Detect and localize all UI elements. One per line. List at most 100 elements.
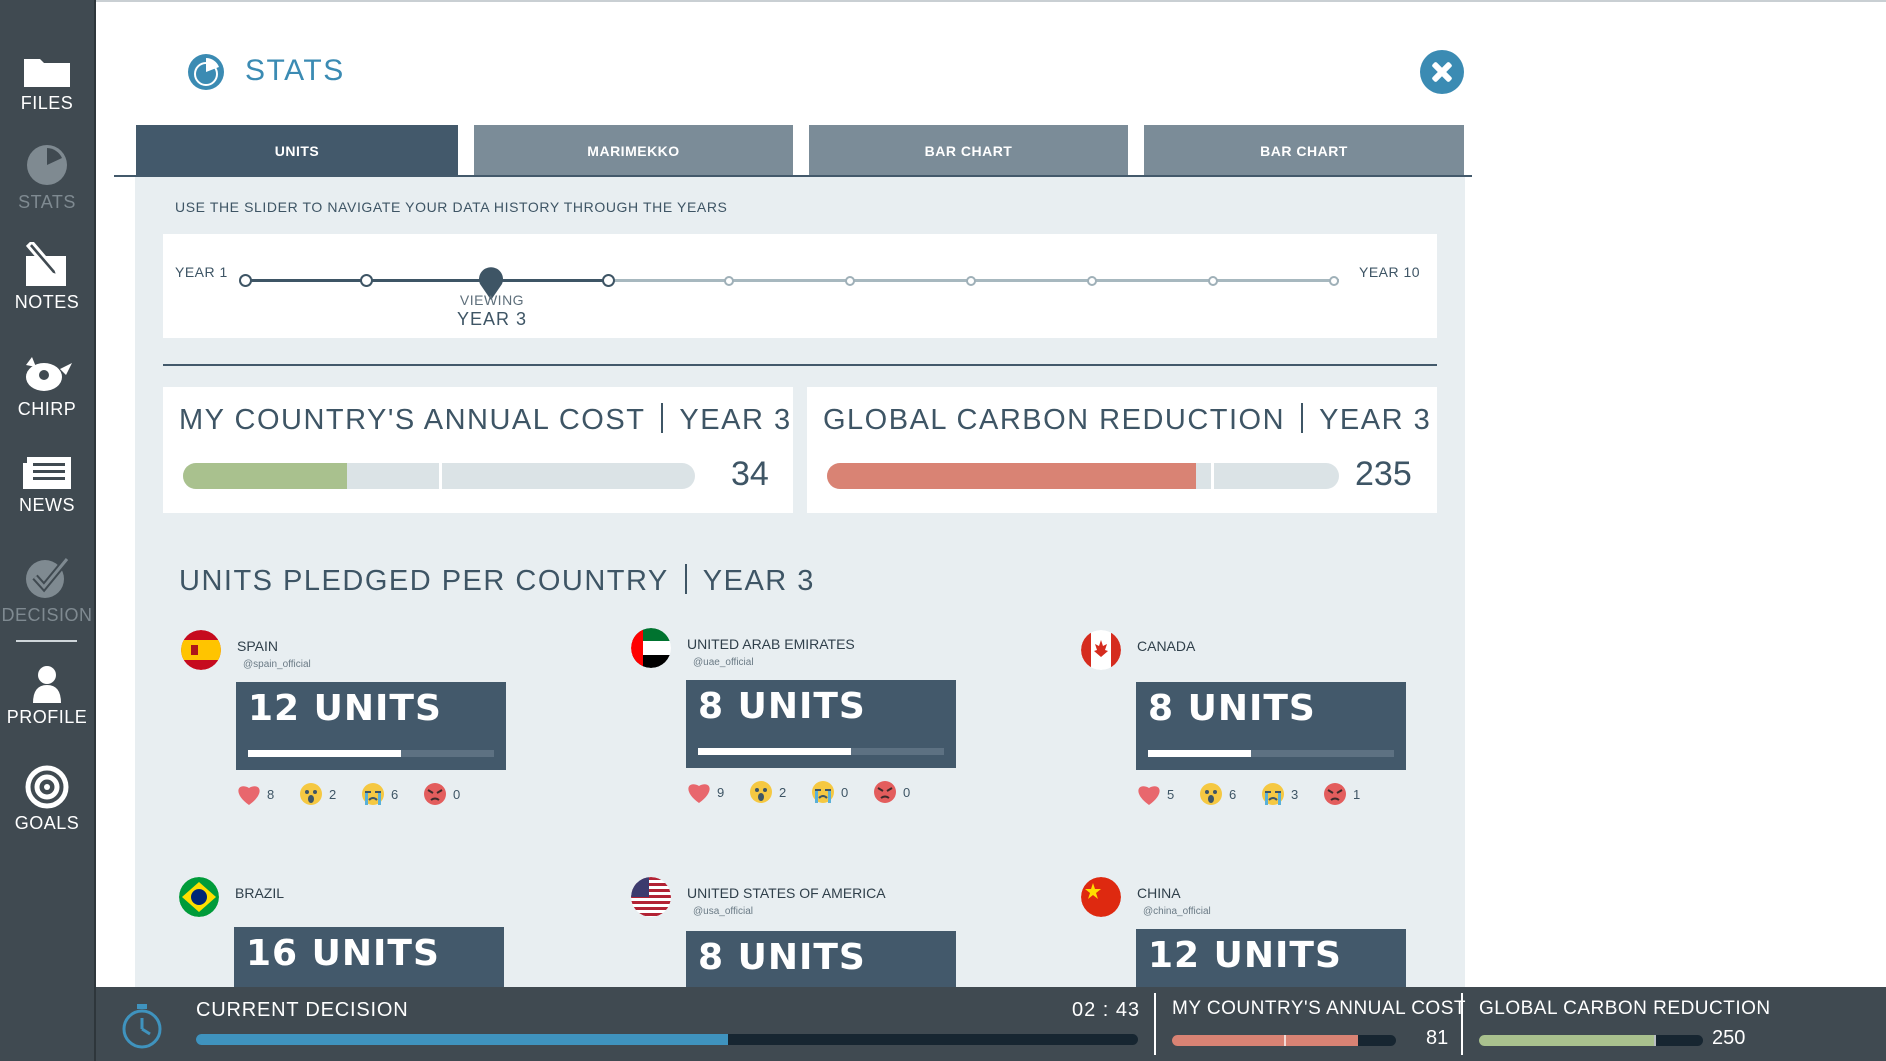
newspaper-icon bbox=[23, 457, 71, 489]
annual-cost-bar-fill bbox=[183, 463, 347, 489]
pencil-note-icon bbox=[25, 242, 66, 286]
units-progress-fill bbox=[1148, 750, 1252, 757]
decision-timer: 02 : 43 bbox=[1072, 999, 1141, 1021]
reaction-count: 8 bbox=[267, 786, 275, 802]
units-progress-bar bbox=[248, 750, 494, 757]
top-border bbox=[96, 0, 1886, 2]
angry-face-icon bbox=[424, 783, 446, 805]
units-progress-bar bbox=[1148, 750, 1394, 757]
annual-cost-bar-marker bbox=[439, 463, 442, 489]
bottom-annual-cost-label: MY COUNTRY'S ANNUAL COST bbox=[1172, 998, 1466, 1019]
units-box: 8 UNITS bbox=[686, 680, 956, 768]
reaction-love[interactable]: 8 bbox=[236, 782, 274, 806]
sidebar-item-label: NEWS bbox=[19, 495, 75, 515]
tab-bar-chart-1[interactable]: BAR CHART bbox=[809, 125, 1128, 176]
reaction-shock[interactable]: 6 bbox=[1198, 782, 1236, 806]
bottom-carbon-value: 250 bbox=[1712, 1027, 1746, 1049]
reaction-cry[interactable]: 0 bbox=[810, 780, 848, 804]
slider-stop-year-1[interactable] bbox=[239, 274, 252, 287]
slider-track-visited bbox=[245, 279, 609, 282]
reaction-love[interactable]: 9 bbox=[686, 780, 724, 804]
reaction-count: 0 bbox=[841, 784, 849, 800]
units-progress-fill bbox=[248, 750, 401, 757]
slider-stop-year-2[interactable] bbox=[360, 274, 373, 287]
units-value: 12 UNITS bbox=[248, 688, 442, 729]
sidebar-item-stats[interactable]: STATS bbox=[0, 142, 94, 213]
close-button[interactable] bbox=[1420, 50, 1464, 94]
reaction-shock[interactable]: 2 bbox=[748, 780, 786, 804]
bottom-carbon-bar bbox=[1479, 1035, 1703, 1046]
reaction-count: 6 bbox=[1229, 786, 1237, 802]
reaction-angry[interactable]: 0 bbox=[872, 780, 910, 804]
sidebar-item-goals[interactable]: GOALS bbox=[0, 765, 94, 834]
reaction-angry[interactable]: 0 bbox=[422, 782, 460, 806]
sidebar-item-decision[interactable]: DECISION bbox=[0, 555, 94, 626]
country-handle: @china_official bbox=[1143, 906, 1211, 917]
reaction-love[interactable]: 5 bbox=[1136, 782, 1174, 806]
crying-face-icon bbox=[1262, 783, 1284, 805]
sidebar-item-label: STATS bbox=[18, 192, 76, 212]
country-card-usa[interactable]: UNITED STATES OF AMERICA @usa_official 8… bbox=[631, 877, 971, 987]
carbon-bar bbox=[827, 463, 1339, 489]
reaction-cry[interactable]: 6 bbox=[360, 782, 398, 806]
reaction-count: 2 bbox=[779, 784, 787, 800]
carbon-bar-marker bbox=[1211, 463, 1214, 489]
sidebar-item-notes[interactable]: NOTES bbox=[0, 242, 94, 313]
crying-face-icon bbox=[812, 781, 834, 803]
slider-stop-year-6[interactable] bbox=[845, 276, 855, 286]
sidebar-item-profile[interactable]: PROFILE bbox=[0, 665, 94, 728]
uae-flag-icon bbox=[631, 628, 671, 668]
slider-stop-year-9[interactable] bbox=[1208, 276, 1218, 286]
country-card-canada[interactable]: CANADA 8 UNITS 5 6 3 1 bbox=[1081, 630, 1421, 830]
shocked-face-icon bbox=[750, 781, 772, 803]
reaction-count: 9 bbox=[717, 784, 725, 800]
units-box: 12 UNITS bbox=[236, 682, 506, 770]
country-card-china[interactable]: CHINA @china_official 12 UNITS bbox=[1081, 877, 1421, 987]
country-handle: @usa_official bbox=[693, 906, 753, 917]
tab-marimekko[interactable]: MARIMEKKO bbox=[474, 125, 793, 176]
slider-stop-year-10[interactable] bbox=[1329, 276, 1339, 286]
tab-units[interactable]: UNITS bbox=[136, 125, 458, 176]
country-name: CHINA bbox=[1137, 885, 1181, 901]
sidebar-item-label: DECISION bbox=[1, 605, 93, 625]
slider-stop-year-4[interactable] bbox=[602, 274, 615, 287]
slider-stop-year-7[interactable] bbox=[966, 276, 976, 286]
slider-viewing-year: YEAR 3 bbox=[456, 309, 528, 329]
slider-viewing-label: VIEWING bbox=[459, 292, 525, 308]
units-value: 8 UNITS bbox=[698, 937, 866, 978]
sidebar-item-label: CHIRP bbox=[17, 399, 77, 419]
sidebar-item-news[interactable]: NEWS bbox=[0, 455, 94, 516]
units-box: 8 UNITS bbox=[686, 931, 956, 987]
units-progress-fill bbox=[698, 748, 851, 755]
sidebar: FILES STATS NOTES CHIRP NEWS DECISION PR… bbox=[0, 0, 96, 1061]
slider-handle[interactable] bbox=[477, 266, 505, 300]
sidebar-item-label: FILES bbox=[20, 93, 74, 113]
slider-stop-year-5[interactable] bbox=[724, 276, 734, 286]
target-icon bbox=[25, 765, 69, 809]
bottom-status-bar: CURRENT DECISION 02 : 43 MY COUNTRY'S AN… bbox=[96, 987, 1886, 1061]
decision-progress-bar bbox=[196, 1034, 1138, 1045]
sidebar-item-files[interactable]: FILES bbox=[0, 55, 94, 114]
slider-instruction: USE THE SLIDER TO NAVIGATE YOUR DATA HIS… bbox=[175, 199, 728, 215]
sidebar-item-label: PROFILE bbox=[6, 707, 88, 727]
annual-cost-year: YEAR 3 bbox=[679, 404, 792, 436]
pledges-title-row: UNITS PLEDGED PER COUNTRY YEAR 3 bbox=[179, 564, 815, 598]
country-card-uae[interactable]: UNITED ARAB EMIRATES @uae_official 8 UNI… bbox=[631, 628, 971, 828]
country-name: UNITED STATES OF AMERICA bbox=[687, 885, 886, 901]
reaction-count: 1 bbox=[1353, 786, 1361, 802]
reaction-cry[interactable]: 3 bbox=[1260, 782, 1298, 806]
reaction-count: 0 bbox=[903, 784, 911, 800]
crying-face-icon bbox=[362, 783, 384, 805]
country-name: SPAIN bbox=[237, 638, 278, 654]
country-card-spain[interactable]: SPAIN @spain_official 12 UNITS 8 2 6 0 bbox=[181, 630, 521, 830]
country-card-brazil[interactable]: BRAZIL 16 UNITS bbox=[179, 877, 519, 987]
reaction-shock[interactable]: 2 bbox=[298, 782, 336, 806]
tab-bar-chart-2[interactable]: BAR CHART bbox=[1144, 125, 1464, 176]
reaction-angry[interactable]: 1 bbox=[1322, 782, 1360, 806]
units-box: 12 UNITS bbox=[1136, 929, 1406, 987]
sidebar-item-chirp[interactable]: CHIRP bbox=[0, 355, 94, 420]
bottom-carbon-marker bbox=[1654, 1035, 1656, 1046]
slider-stop-year-8[interactable] bbox=[1087, 276, 1097, 286]
reaction-count: 3 bbox=[1291, 786, 1299, 802]
units-box: 16 UNITS bbox=[234, 927, 504, 987]
